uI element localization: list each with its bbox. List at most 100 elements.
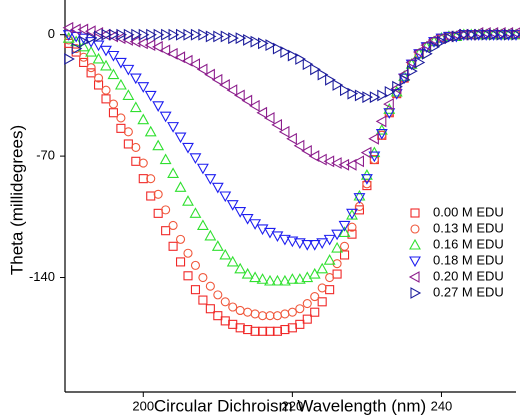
data-point — [129, 35, 141, 48]
data-point — [511, 28, 520, 41]
data-point — [368, 151, 381, 163]
data-point — [62, 32, 75, 43]
data-point — [190, 285, 201, 295]
data-point — [278, 274, 291, 286]
legend-label: 0.13 M EDU — [433, 220, 504, 235]
data-point — [257, 37, 269, 50]
data-point — [421, 47, 433, 60]
data-point — [123, 127, 133, 137]
data-point — [226, 84, 238, 97]
data-point — [302, 298, 312, 309]
data-point — [375, 129, 388, 140]
data-point — [182, 142, 194, 154]
data-point — [325, 285, 335, 295]
data-point — [257, 326, 268, 336]
data-point — [93, 80, 104, 90]
data-point — [101, 94, 111, 104]
data-point — [175, 234, 186, 244]
data-point — [264, 274, 276, 286]
data-point — [353, 193, 366, 204]
data-point — [301, 240, 314, 251]
data-point — [323, 155, 335, 168]
data-point — [220, 316, 230, 326]
data-point — [243, 325, 253, 335]
data-point — [211, 73, 223, 86]
data-point — [338, 226, 351, 237]
data-point — [287, 49, 299, 62]
data-point — [92, 40, 105, 52]
data-point — [339, 250, 350, 260]
data-point — [317, 283, 327, 293]
data-point — [316, 262, 329, 274]
data-point — [77, 23, 89, 36]
legend-label: 0.27 M EDU — [433, 284, 504, 299]
data-point — [346, 208, 358, 220]
data-point — [317, 68, 329, 81]
data-point — [183, 28, 195, 41]
data-point — [196, 163, 209, 175]
data-point — [241, 213, 254, 225]
data-point — [249, 219, 262, 230]
data-point — [85, 45, 98, 57]
x-axis-title: Circular Dichroism Wavelength (nm) — [154, 396, 426, 415]
data-point — [228, 319, 238, 329]
data-point — [123, 139, 133, 149]
data-point — [330, 157, 342, 169]
data-point — [198, 28, 210, 41]
data-point — [459, 28, 470, 41]
data-point — [375, 115, 387, 128]
data-point — [256, 273, 269, 284]
data-point — [152, 101, 165, 112]
data-point — [347, 87, 359, 100]
data-point — [280, 325, 290, 335]
data-point — [339, 84, 351, 97]
data-point — [175, 28, 187, 41]
legend-label: 0.18 M EDU — [433, 252, 504, 267]
data-point — [241, 94, 253, 107]
data-point — [509, 27, 520, 39]
data-point — [271, 274, 284, 286]
data-point — [286, 132, 297, 145]
data-point — [168, 220, 178, 231]
data-point — [325, 73, 336, 86]
data-point — [137, 82, 150, 93]
data-point — [213, 30, 224, 43]
data-point — [92, 52, 105, 64]
data-point — [189, 58, 201, 71]
data-point — [295, 53, 306, 65]
data-point — [190, 28, 202, 41]
data-point — [331, 229, 344, 241]
data-point — [310, 292, 320, 302]
data-point — [234, 89, 245, 102]
data-point — [183, 271, 193, 281]
data-point — [79, 52, 89, 62]
data-point — [338, 158, 350, 171]
data-point — [280, 309, 290, 319]
data-point — [226, 200, 239, 211]
data-point — [263, 112, 275, 124]
data-point — [131, 28, 142, 41]
data-point — [228, 32, 239, 45]
data-point — [86, 32, 98, 45]
data-point — [152, 139, 165, 151]
data-point — [250, 309, 260, 319]
data-point — [71, 42, 83, 55]
data-point — [271, 118, 283, 131]
data-point — [189, 153, 202, 164]
data-point — [287, 323, 297, 333]
data-point — [293, 273, 306, 284]
data-point — [234, 207, 247, 218]
data-point — [174, 51, 186, 64]
data-point — [107, 50, 120, 62]
legend-marker — [409, 238, 421, 250]
data-point — [174, 132, 187, 144]
data-point — [131, 142, 141, 152]
data-point — [234, 262, 247, 274]
data-point — [129, 101, 142, 113]
data-point — [384, 85, 396, 98]
data-point — [235, 323, 245, 333]
data-point — [211, 240, 224, 251]
data-point — [86, 68, 96, 78]
data-point — [114, 78, 127, 90]
data-point — [116, 123, 126, 133]
